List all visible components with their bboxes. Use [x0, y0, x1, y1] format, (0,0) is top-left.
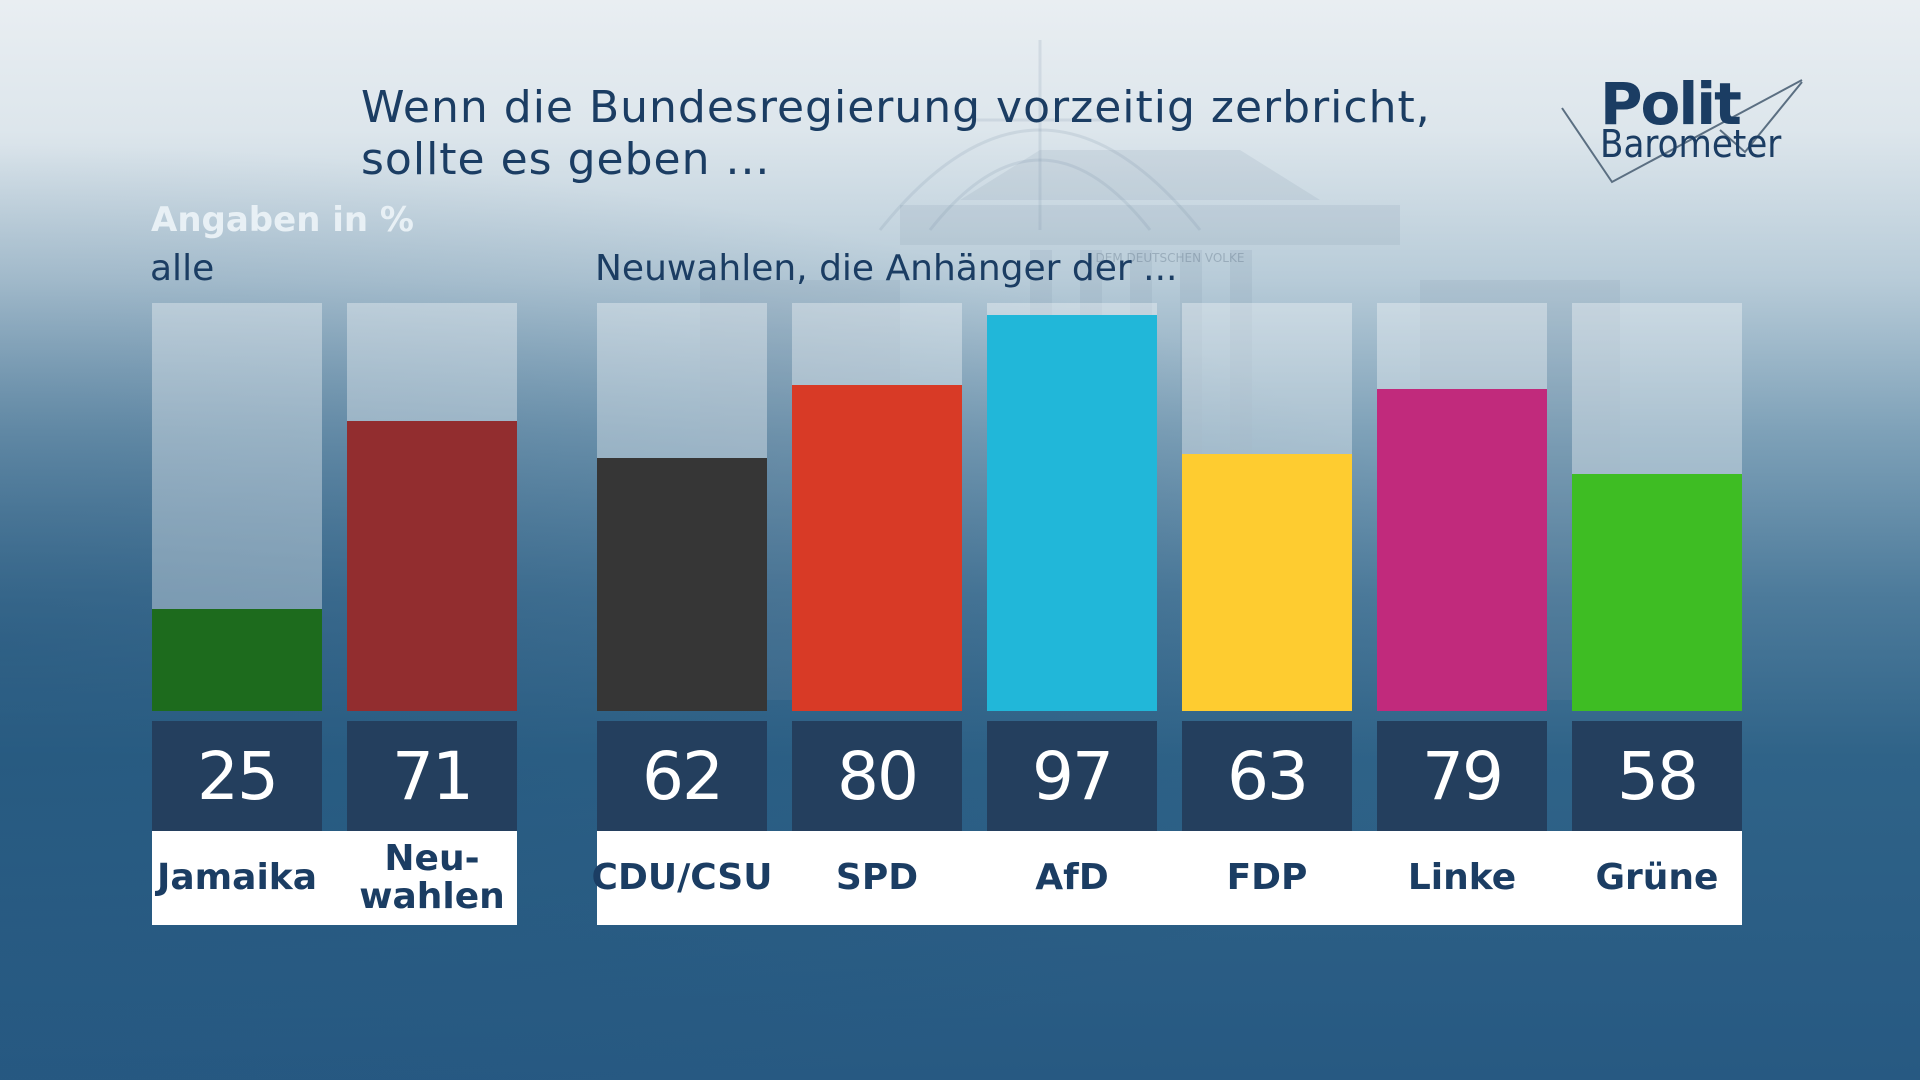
politbarometer-logo: Polit Barometer — [1560, 70, 1810, 190]
value-label: 71 — [347, 721, 517, 831]
bar-cducsu — [597, 458, 767, 711]
bar-jamaika — [152, 609, 322, 711]
chart-title: Wenn die Bundesregierung vorzeitig zerbr… — [361, 82, 1511, 186]
checkmark-icon — [1561, 79, 1803, 184]
category-label-band — [597, 831, 1742, 925]
bar-track — [1377, 303, 1547, 711]
category-label: Linke — [1407, 857, 1517, 898]
bar-track — [987, 303, 1157, 711]
category-label: Neu- wahlen — [359, 838, 505, 917]
title-line-2: sollte es geben ... — [361, 134, 771, 185]
bar-track — [347, 303, 517, 711]
value-label: 97 — [987, 721, 1157, 831]
value-label: 63 — [1182, 721, 1352, 831]
category-label: AfD — [1035, 857, 1109, 898]
bar-neuwahlen — [347, 421, 517, 711]
category-label: Jamaika — [156, 857, 318, 898]
bar-spd — [792, 384, 962, 711]
units-label: Angaben in % — [151, 200, 415, 240]
title-line-1: Wenn die Bundesregierung vorzeitig zerbr… — [361, 82, 1431, 133]
category-label: CDU/CSU — [591, 857, 773, 898]
bar-afd — [987, 315, 1157, 711]
bar-track — [792, 303, 962, 711]
category-label: Grüne — [1595, 857, 1719, 898]
group-label-2: Neuwahlen, die Anhänger der ... — [595, 248, 1178, 289]
logo-line-1: Polit — [1600, 70, 1742, 138]
category-label: SPD — [835, 857, 919, 898]
category-label: FDP — [1226, 857, 1308, 898]
value-label: 80 — [792, 721, 962, 831]
category-label-band — [152, 831, 517, 925]
bar-linke — [1377, 388, 1547, 711]
value-label: 62 — [597, 721, 767, 831]
group-label-1: alle — [150, 248, 215, 289]
value-label: 58 — [1572, 721, 1742, 831]
bar-fdp — [1182, 453, 1352, 711]
bar-track — [597, 303, 767, 711]
bar-track — [1182, 303, 1352, 711]
bar-track — [152, 303, 322, 711]
bar-grüne — [1572, 474, 1742, 711]
logo-line-2: Barometer — [1600, 122, 1782, 166]
bar-track — [1572, 303, 1742, 711]
value-label: 79 — [1377, 721, 1547, 831]
value-label: 25 — [152, 721, 322, 831]
